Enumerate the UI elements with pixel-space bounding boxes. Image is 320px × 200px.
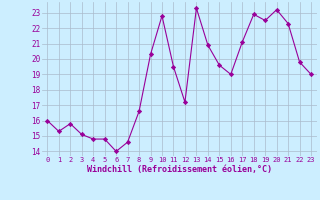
X-axis label: Windchill (Refroidissement éolien,°C): Windchill (Refroidissement éolien,°C) (87, 165, 272, 174)
